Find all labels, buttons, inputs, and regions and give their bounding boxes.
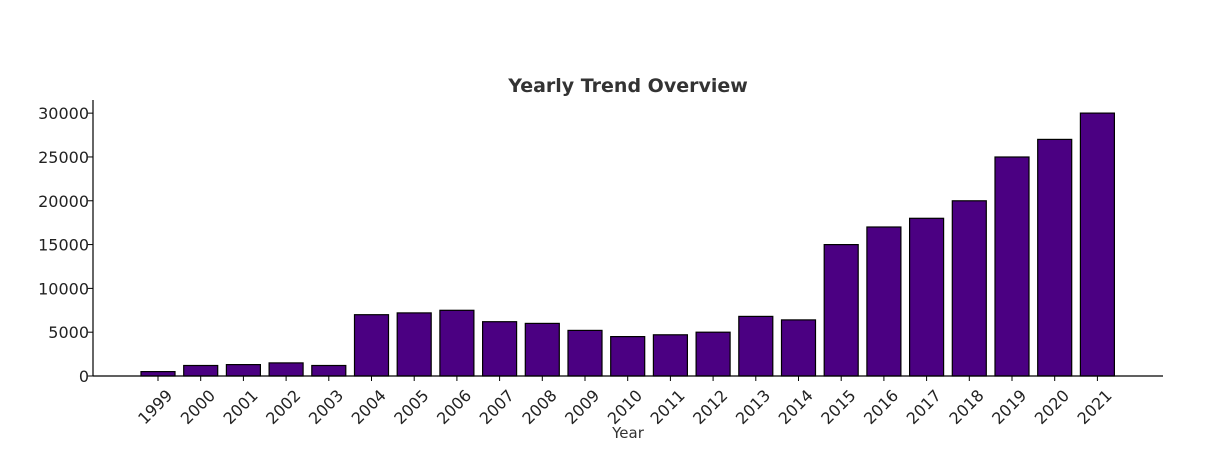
x-tick-label: 2015 <box>817 386 859 428</box>
x-tick-label: 2014 <box>775 386 817 428</box>
x-tick-label: 2018 <box>945 386 987 428</box>
bar-2015 <box>823 244 859 377</box>
x-tick-label: 2006 <box>433 386 475 428</box>
bar-2002 <box>268 362 304 377</box>
bar-2020 <box>1037 138 1073 377</box>
x-tick-label: 2002 <box>262 386 304 428</box>
x-tick-label: 2001 <box>219 386 261 428</box>
bar-2012 <box>695 331 731 377</box>
bar-2001 <box>225 364 261 377</box>
bar-2000 <box>183 364 219 377</box>
y-tick-label: 5000 <box>48 323 89 342</box>
bar-2009 <box>567 329 603 377</box>
bar-2018 <box>951 200 987 377</box>
y-tick-label: 25000 <box>38 148 89 167</box>
bar-1999 <box>140 371 176 377</box>
x-tick-label: 2003 <box>305 386 347 428</box>
bar-2011 <box>652 334 689 377</box>
y-axis: 0 5000 10000 15000 20000 25000 30000 <box>38 100 94 386</box>
bar-2014 <box>780 319 817 377</box>
y-tick-label: 15000 <box>38 236 89 255</box>
x-tick-label: 2017 <box>903 386 945 428</box>
y-tick-label: 30000 <box>38 104 89 123</box>
x-tick-label: 2020 <box>1031 386 1073 428</box>
bar-2013 <box>738 315 774 377</box>
x-tick-label: 2019 <box>988 386 1030 428</box>
x-tick-label: 2011 <box>646 386 688 428</box>
bar-2008 <box>524 322 560 377</box>
bar-2021 <box>1079 112 1116 377</box>
x-tick-label: 2012 <box>689 386 731 428</box>
bar-2005 <box>396 312 432 377</box>
bar-2006 <box>439 309 475 377</box>
x-axis-label: Year <box>611 424 645 442</box>
bar-2016 <box>866 226 902 377</box>
x-tick-label: 2005 <box>390 386 432 428</box>
x-axis: 1999 2000 2001 2002 2003 2004 2005 2006 2007 2008… <box>93 375 1163 428</box>
bar-2004 <box>353 314 390 377</box>
chart-title: Yearly Trend Overview <box>507 75 748 97</box>
x-tick-label: 2004 <box>348 386 390 428</box>
bar-2010 <box>610 336 646 377</box>
bars-group <box>140 112 1116 377</box>
bar-2017 <box>908 217 945 377</box>
x-tick-label: 2007 <box>476 386 518 428</box>
x-tick-label: 2010 <box>604 386 646 428</box>
x-tick-label: 1999 <box>134 386 176 428</box>
x-tick-label: 2009 <box>561 386 603 428</box>
x-tick-label: 2013 <box>732 386 774 428</box>
y-tick-label: 10000 <box>38 279 89 298</box>
bar-2007 <box>482 321 518 377</box>
x-tick-label: 2008 <box>518 386 560 428</box>
x-tick-label: 2000 <box>177 386 219 428</box>
x-tick-label: 2021 <box>1073 386 1115 428</box>
x-tick-label: 2016 <box>860 386 902 428</box>
bar-2019 <box>994 156 1030 377</box>
y-tick-label: 0 <box>79 367 89 386</box>
bar-2003 <box>311 364 347 377</box>
y-tick-label: 20000 <box>38 192 89 211</box>
